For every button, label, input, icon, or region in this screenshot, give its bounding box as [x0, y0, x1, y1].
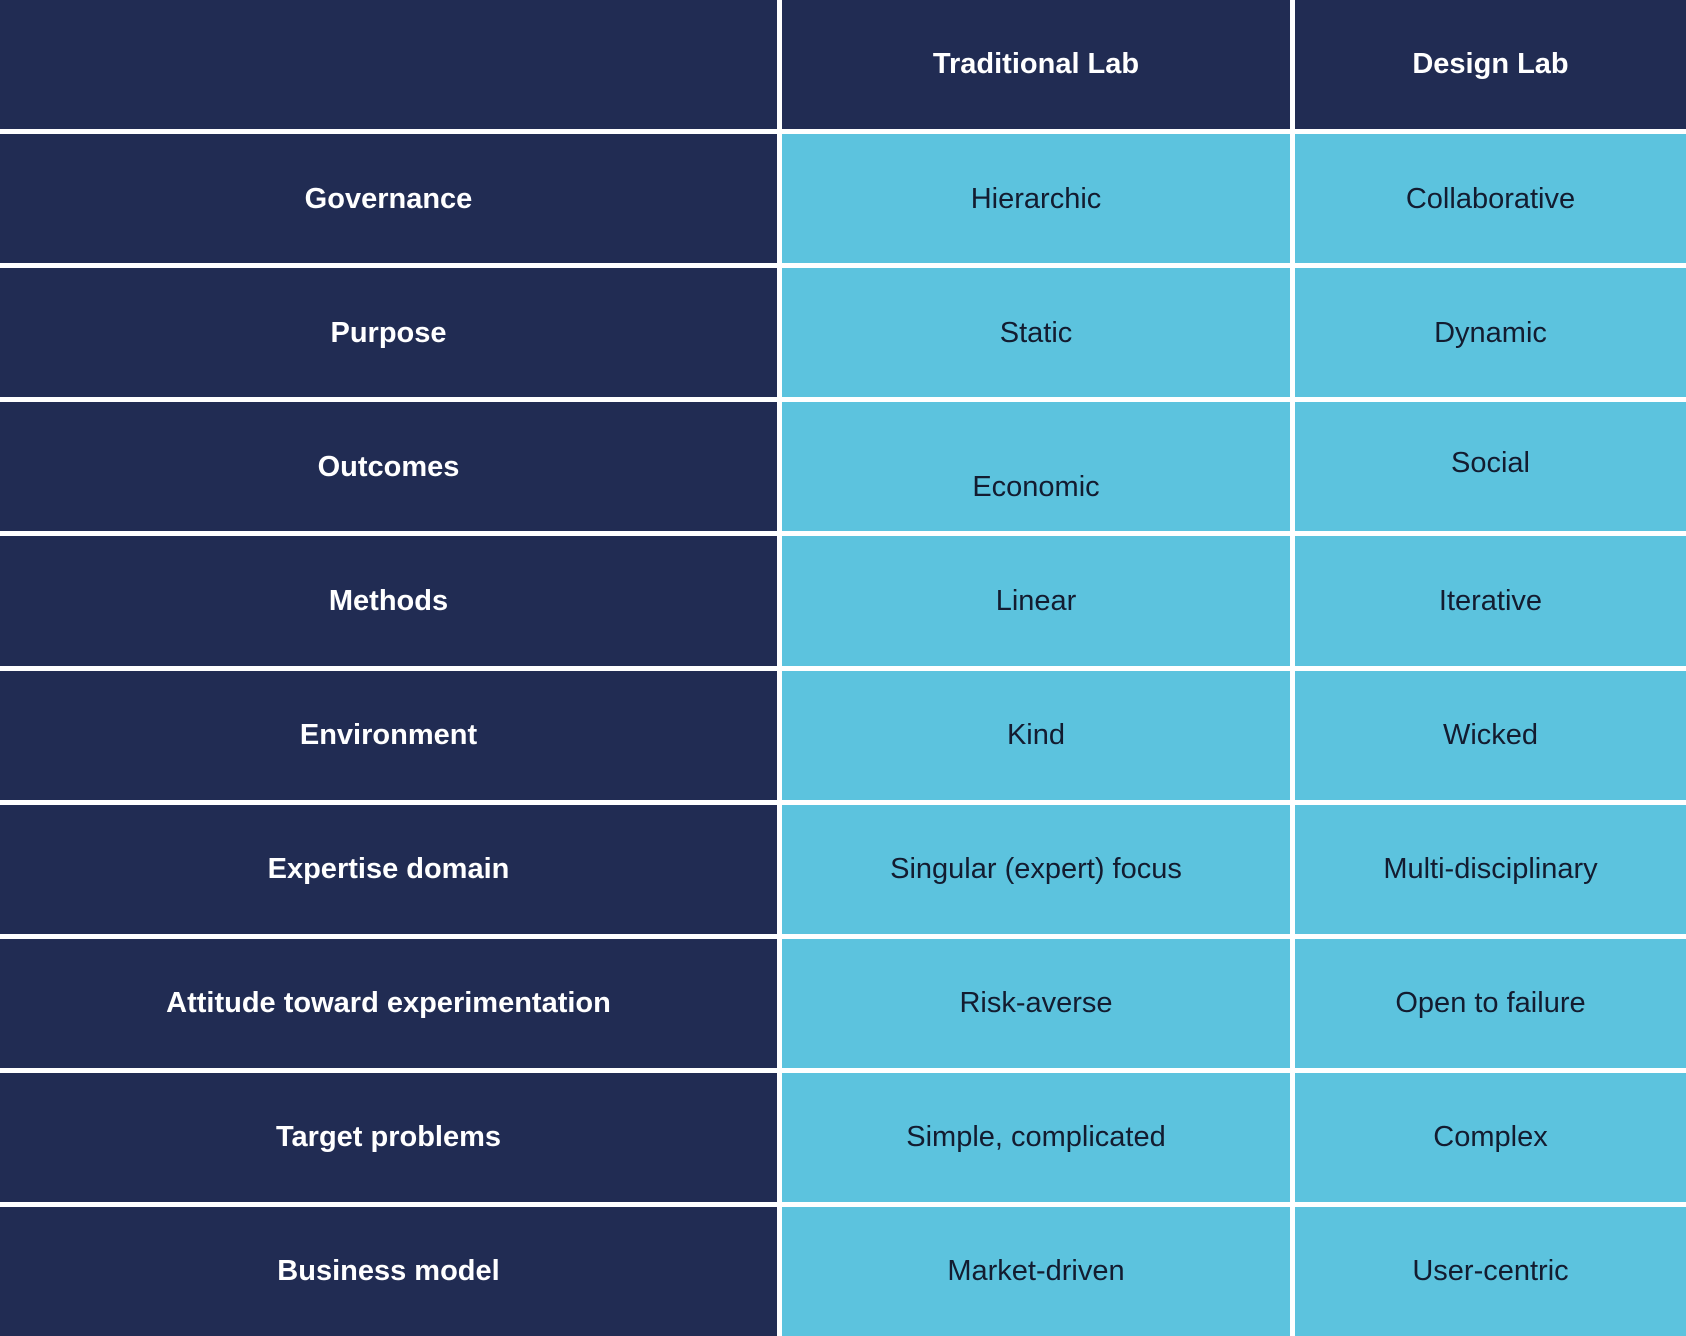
traditional-value-text: Static	[999, 316, 1073, 349]
traditional-value-text: Singular (expert) focus	[890, 853, 1182, 886]
table-cell-design-value: Complex	[1295, 1072, 1686, 1202]
traditional-value-text: Risk-averse	[959, 987, 1113, 1020]
traditional-value-text: Kind	[1006, 718, 1066, 751]
table-cell-traditional-value: Market-driven	[782, 1206, 1290, 1336]
traditional-value-text: Hierarchic	[970, 182, 1102, 215]
table-cell-traditional-value: Static	[782, 268, 1290, 398]
table-cell-design-value: Multi-disciplinary	[1295, 804, 1686, 934]
table-cell-traditional-value: Economic	[782, 402, 1290, 532]
row-label-text: Business model	[277, 1255, 500, 1288]
table-cell-design-value: Social	[1295, 402, 1686, 532]
traditional-value-text: Economic	[972, 470, 1100, 503]
table-cell-design-value: User-centric	[1295, 1206, 1686, 1336]
table-cell-traditional-value: Hierarchic	[782, 134, 1290, 264]
design-value-text: Collaborative	[1405, 182, 1576, 215]
design-value-text: Wicked	[1442, 718, 1539, 751]
header-design-lab-label: Design Lab	[1412, 48, 1569, 81]
design-value-text: Dynamic	[1434, 316, 1547, 349]
table-cell-design-value: Dynamic	[1295, 268, 1686, 398]
traditional-value-text: Simple, complicated	[906, 1121, 1166, 1154]
row-label-text: Expertise domain	[267, 853, 510, 886]
traditional-value-text: Linear	[995, 584, 1077, 617]
header-traditional-lab-label: Traditional Lab	[932, 48, 1140, 81]
table-cell-row-label: Environment	[0, 670, 777, 800]
header-traditional-lab: Traditional Lab	[782, 0, 1290, 130]
table-cell-row-label: Business model	[0, 1206, 777, 1336]
row-label-text: Purpose	[330, 316, 447, 349]
table-cell-design-value: Iterative	[1295, 536, 1686, 666]
header-corner-cell	[0, 0, 777, 130]
design-value-text: Iterative	[1438, 584, 1543, 617]
table-cell-design-value: Open to failure	[1295, 938, 1686, 1068]
table-cell-row-label: Methods	[0, 536, 777, 666]
table-cell-row-label: Expertise domain	[0, 804, 777, 934]
table-cell-row-label: Attitude toward experimentation	[0, 938, 777, 1068]
table-cell-traditional-value: Linear	[782, 536, 1290, 666]
table-cell-row-label: Purpose	[0, 268, 777, 398]
design-value-text: User-centric	[1412, 1255, 1569, 1288]
design-value-text: Open to failure	[1395, 987, 1586, 1020]
table-cell-row-label: Governance	[0, 134, 777, 264]
table-cell-row-label: Target problems	[0, 1072, 777, 1202]
table-cell-row-label: Outcomes	[0, 402, 777, 532]
table-cell-traditional-value: Kind	[782, 670, 1290, 800]
table-cell-traditional-value: Singular (expert) focus	[782, 804, 1290, 934]
traditional-value-text: Market-driven	[947, 1255, 1125, 1288]
table-cell-design-value: Collaborative	[1295, 134, 1686, 264]
design-value-text: Social	[1451, 446, 1530, 479]
table-cell-design-value: Wicked	[1295, 670, 1686, 800]
row-label-text: Target problems	[275, 1121, 502, 1154]
design-value-text: Complex	[1433, 1121, 1548, 1154]
row-label-text: Outcomes	[317, 450, 460, 483]
table-cell-traditional-value: Risk-averse	[782, 938, 1290, 1068]
row-label-text: Methods	[328, 584, 449, 617]
table-cell-traditional-value: Simple, complicated	[782, 1072, 1290, 1202]
design-value-text: Multi-disciplinary	[1383, 853, 1598, 886]
row-label-text: Attitude toward experimentation	[166, 987, 611, 1020]
header-design-lab: Design Lab	[1295, 0, 1686, 130]
row-label-text: Governance	[304, 182, 473, 215]
row-label-text: Environment	[299, 718, 478, 751]
